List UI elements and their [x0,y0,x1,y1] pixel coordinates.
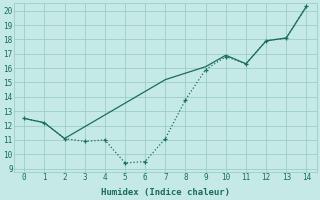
X-axis label: Humidex (Indice chaleur): Humidex (Indice chaleur) [101,188,230,197]
